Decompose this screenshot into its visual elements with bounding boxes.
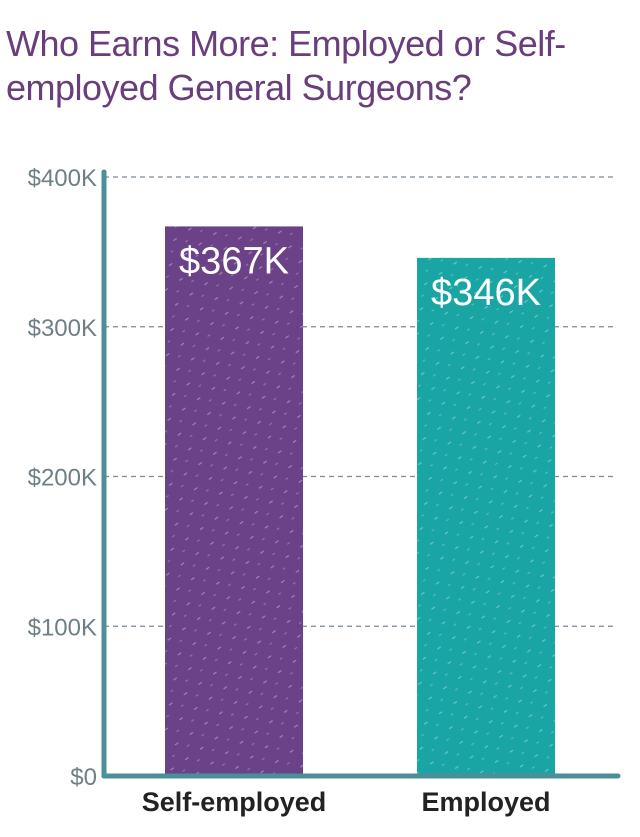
axes [101,169,621,779]
category-label: Self-employed [142,787,327,817]
chart-title: Who Earns More: Employed or Self-employe… [6,23,566,108]
data-label: $346K [431,272,541,314]
bar-texture [417,257,555,776]
labels: $0 $100K $200K $300K $400K $367K Self-employed… [28,165,551,817]
data-label: $367K [179,240,289,282]
category-label: Employed [421,787,550,817]
y-tick-label: $300K [28,315,97,342]
y-tick-label: $400K [28,165,97,192]
y-tick-label: $200K [28,465,97,492]
y-tick-label: $100K [28,614,97,641]
bar-texture [165,226,303,777]
y-tick-label: $0 [70,764,97,791]
bars [165,226,555,777]
